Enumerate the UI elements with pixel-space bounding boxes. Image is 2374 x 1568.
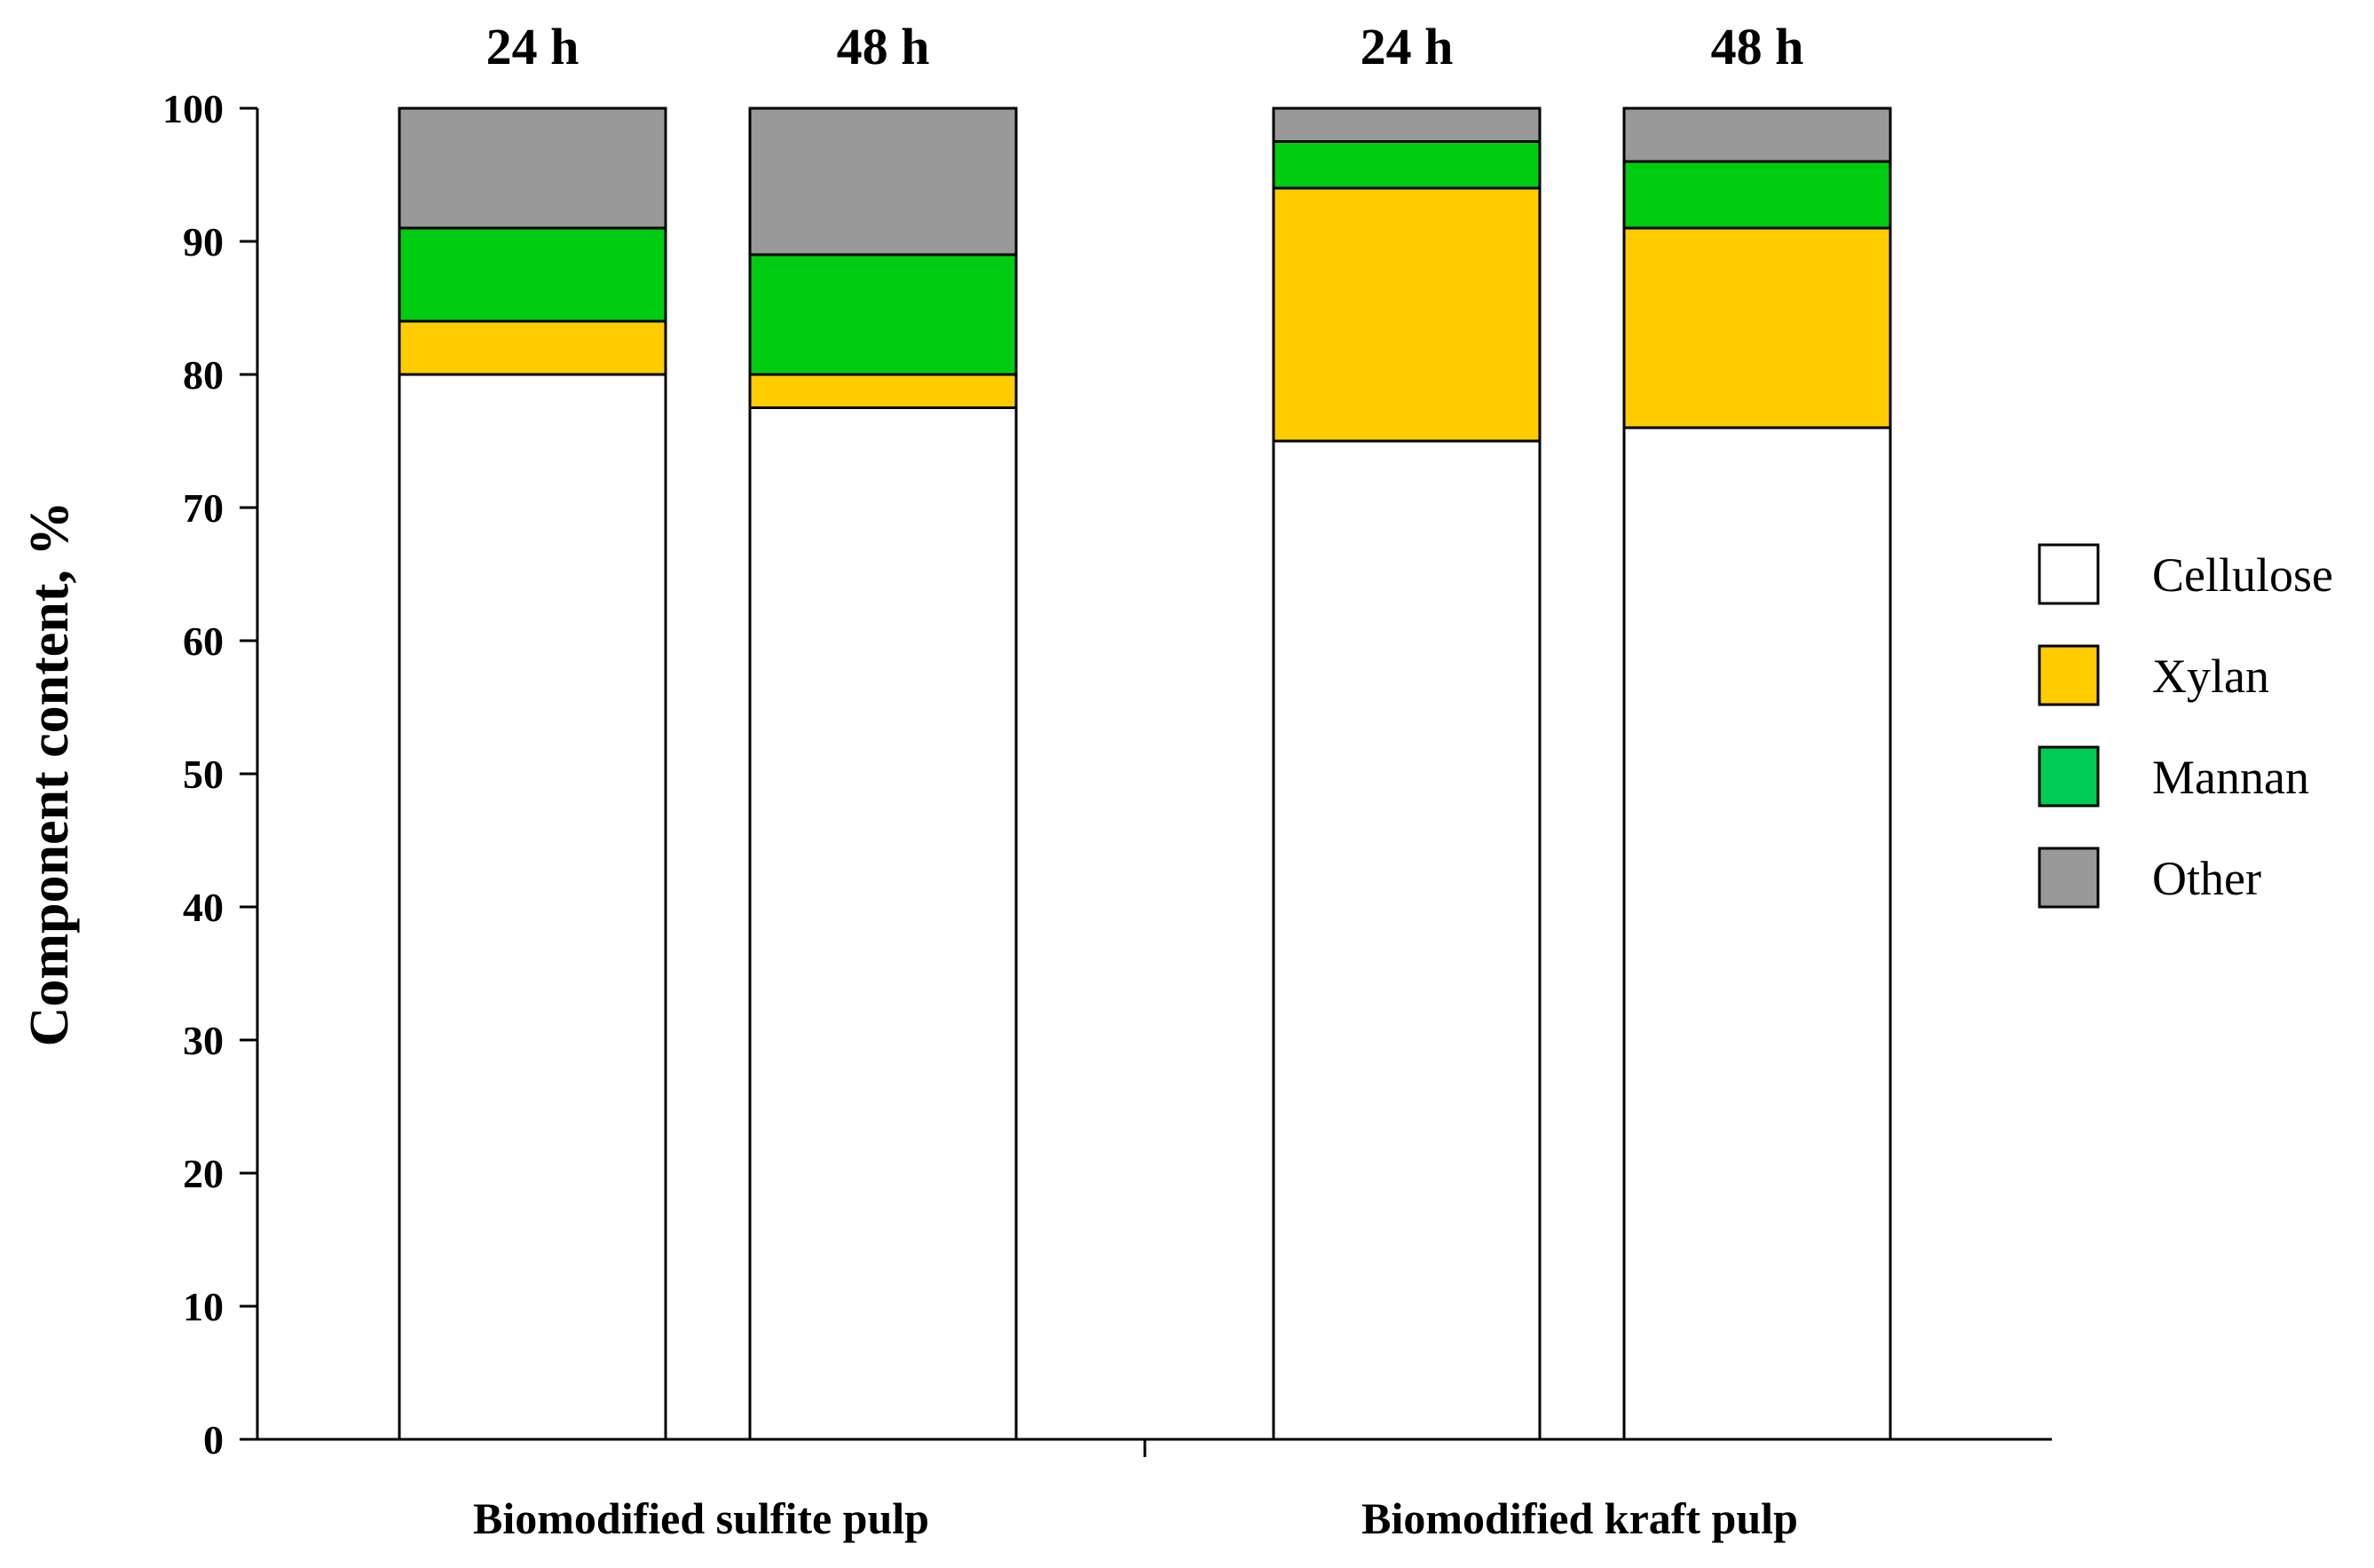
bar-segment-mannan bbox=[1622, 160, 1892, 230]
bar-segment-mannan bbox=[748, 253, 1018, 376]
y-tick-label: 20 bbox=[183, 1151, 224, 1196]
y-tick-label: 0 bbox=[203, 1417, 224, 1462]
legend-label-mannan: Mannan bbox=[2152, 751, 2309, 804]
y-tick-label: 40 bbox=[183, 885, 224, 930]
x-group-label: Biomodified sulfite pulp bbox=[473, 1493, 929, 1543]
legend-label-other: Other bbox=[2152, 852, 2261, 905]
legend-swatch-cellulose bbox=[2038, 543, 2100, 605]
bar-time-label: 24 h bbox=[486, 18, 580, 75]
x-group-label: Biomodified kraft pulp bbox=[1361, 1493, 1798, 1543]
y-tick-label: 30 bbox=[183, 1018, 224, 1063]
bar-segment-mannan bbox=[1272, 140, 1542, 190]
y-tick-label: 50 bbox=[183, 752, 224, 797]
y-tick-label: 70 bbox=[183, 485, 224, 531]
y-tick-label: 80 bbox=[183, 352, 224, 398]
bar-segment-cellulose bbox=[1272, 439, 1542, 1441]
bar-segment-other bbox=[398, 106, 667, 230]
bar-segment-xylan bbox=[1622, 226, 1892, 429]
y-tick-label: 10 bbox=[183, 1284, 224, 1329]
y-axis-label: Component content, % bbox=[20, 501, 80, 1047]
legend-swatch-mannan bbox=[2038, 745, 2100, 808]
bar-segment-cellulose bbox=[398, 373, 667, 1441]
legend-label-xylan: Xylan bbox=[2152, 650, 2269, 703]
bar-segment-cellulose bbox=[748, 406, 1018, 1441]
bar-segment-other bbox=[748, 106, 1018, 256]
bar-segment-xylan bbox=[398, 319, 667, 376]
bar-segment-mannan bbox=[398, 226, 667, 323]
bar-time-label: 48 h bbox=[1711, 18, 1804, 75]
legend: Cellulose Xylan Mannan Other bbox=[2038, 543, 2333, 909]
bar-segment-other bbox=[1622, 106, 1892, 163]
bar-segment-other bbox=[1272, 106, 1542, 143]
legend-swatch-xylan bbox=[2038, 644, 2100, 706]
y-tick-label: 100 bbox=[162, 86, 224, 131]
legend-label-cellulose: Cellulose bbox=[2152, 548, 2333, 602]
y-tick-label: 60 bbox=[183, 619, 224, 664]
y-tick-label: 90 bbox=[183, 219, 224, 264]
labels-layer: 24 h 48 h 24 h 48 h Biomodified sulfite pulp… bbox=[473, 18, 1803, 1543]
bar-segment-xylan bbox=[1272, 186, 1542, 443]
bar-segment-cellulose bbox=[1622, 426, 1892, 1441]
bars-layer bbox=[398, 106, 1892, 1441]
y-ticks-layer: 0 10 20 30 40 50 60 70 80 90 100 bbox=[162, 86, 257, 1462]
legend-swatch-other bbox=[2038, 847, 2100, 909]
bar-segment-xylan bbox=[748, 373, 1018, 409]
bar-time-label: 48 h bbox=[837, 18, 930, 75]
bar-time-label: 24 h bbox=[1361, 18, 1454, 75]
